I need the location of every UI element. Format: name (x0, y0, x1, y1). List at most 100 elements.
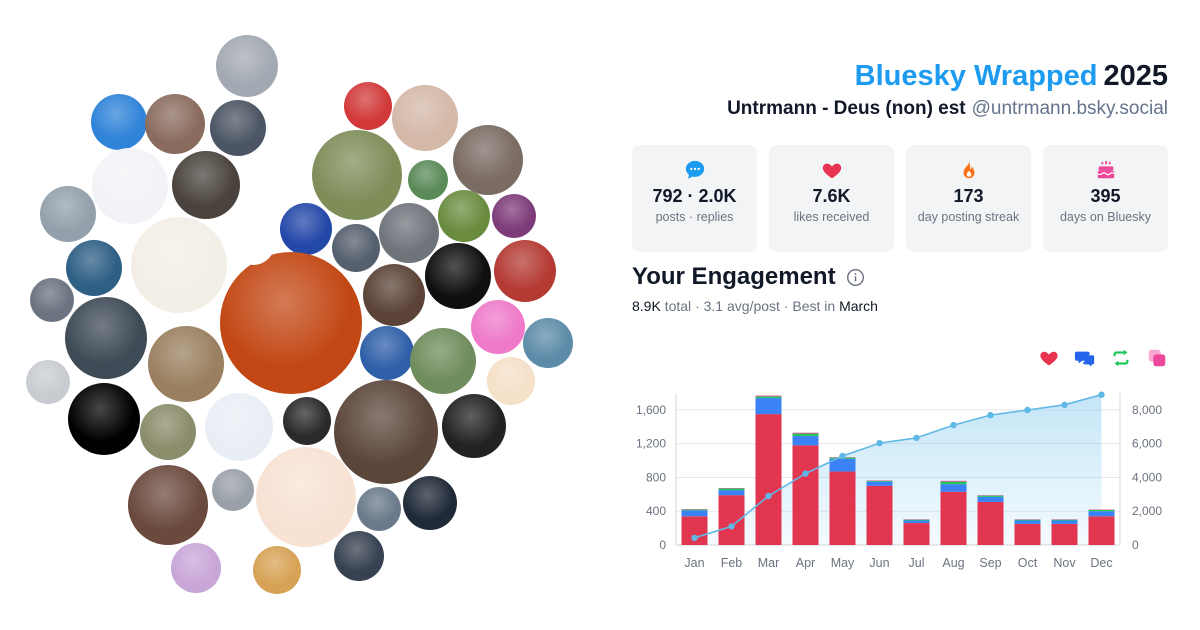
avatar[interactable] (360, 326, 414, 380)
avatar[interactable] (410, 328, 476, 394)
bar-segment[interactable] (718, 495, 745, 545)
avatar[interactable] (66, 240, 122, 296)
bar-segment[interactable] (940, 481, 967, 485)
avatar[interactable] (357, 487, 401, 531)
bar-segment[interactable] (792, 436, 819, 446)
bar-segment[interactable] (1088, 511, 1115, 517)
bar-segment[interactable] (903, 523, 930, 545)
bar-segment[interactable] (1051, 520, 1078, 524)
avatar[interactable] (92, 148, 168, 224)
bar-segment[interactable] (792, 445, 819, 545)
bar-segment[interactable] (755, 395, 782, 397)
avatar[interactable] (220, 252, 362, 394)
avatar[interactable] (231, 221, 275, 265)
avatar[interactable] (26, 360, 70, 404)
cumulative-point[interactable] (728, 523, 735, 530)
avatar[interactable] (253, 546, 301, 594)
cumulative-point[interactable] (765, 492, 772, 500)
bar-segment[interactable] (977, 495, 1004, 497)
avatar[interactable] (334, 531, 384, 581)
bar-segment[interactable] (1014, 520, 1041, 524)
cumulative-point[interactable] (1098, 391, 1105, 398)
heart-icon[interactable] (1038, 347, 1060, 369)
bar-segment[interactable] (829, 471, 856, 545)
avatar[interactable] (212, 469, 254, 511)
avatar[interactable] (148, 326, 224, 402)
bar-segment[interactable] (755, 396, 782, 399)
avatar[interactable] (334, 380, 438, 484)
bar-segment[interactable] (792, 432, 819, 434)
avatar[interactable] (140, 404, 196, 460)
cumulative-point[interactable] (1024, 406, 1031, 414)
avatar[interactable] (312, 130, 402, 220)
avatar[interactable] (227, 524, 255, 552)
avatar[interactable] (283, 397, 331, 445)
avatar[interactable] (442, 394, 506, 458)
avatar[interactable] (65, 297, 147, 379)
avatar[interactable] (280, 203, 332, 255)
avatar[interactable] (131, 217, 227, 313)
bar-segment[interactable] (977, 496, 1004, 502)
bar-segment[interactable] (681, 510, 708, 517)
avatar[interactable] (205, 393, 273, 461)
bar-segment[interactable] (755, 414, 782, 545)
bar-segment[interactable] (903, 519, 930, 521)
bar-segment[interactable] (1051, 519, 1078, 521)
bar-segment[interactable] (755, 398, 782, 415)
avatar[interactable] (40, 186, 96, 242)
cumulative-point[interactable] (802, 470, 809, 477)
bar-segment[interactable] (940, 491, 967, 545)
bar-segment[interactable] (940, 480, 967, 482)
avatar[interactable] (128, 465, 208, 545)
cumulative-point[interactable] (950, 421, 957, 429)
cumulative-point[interactable] (876, 439, 883, 447)
bar-segment[interactable] (1051, 523, 1078, 545)
avatar[interactable] (210, 100, 266, 156)
bar-segment[interactable] (718, 490, 745, 496)
avatar[interactable] (256, 447, 356, 547)
avatar[interactable] (216, 35, 278, 97)
bar-segment[interactable] (940, 484, 967, 492)
bar-segment[interactable] (718, 488, 745, 491)
bar-segment[interactable] (903, 520, 930, 524)
avatar[interactable] (363, 264, 425, 326)
avatar[interactable] (171, 543, 221, 593)
info-icon[interactable] (846, 268, 865, 287)
bar-segment[interactable] (1014, 523, 1041, 545)
bar-segment[interactable] (977, 501, 1004, 545)
avatar[interactable] (379, 203, 439, 263)
avatar[interactable] (344, 82, 392, 130)
avatar[interactable] (464, 475, 496, 507)
avatar[interactable] (425, 243, 491, 309)
avatar[interactable] (145, 94, 205, 154)
avatar[interactable] (392, 85, 458, 151)
bar-segment[interactable] (1088, 509, 1115, 512)
comment-icon[interactable] (1074, 347, 1096, 369)
cumulative-point[interactable] (691, 534, 698, 542)
avatar[interactable] (487, 357, 535, 405)
avatar[interactable] (492, 194, 536, 238)
avatar[interactable] (453, 125, 523, 195)
cumulative-point[interactable] (913, 434, 920, 442)
avatar[interactable] (438, 190, 490, 242)
avatar[interactable] (471, 300, 525, 354)
bar-segment[interactable] (866, 480, 893, 482)
bar-segment[interactable] (866, 485, 893, 545)
avatar[interactable] (403, 476, 457, 530)
bar-segment[interactable] (1088, 516, 1115, 545)
quote-icon[interactable] (1146, 347, 1168, 369)
bar-segment[interactable] (792, 433, 819, 437)
avatar[interactable] (68, 383, 140, 455)
avatar[interactable] (332, 224, 380, 272)
cumulative-point[interactable] (1061, 401, 1068, 409)
avatar[interactable] (257, 155, 301, 199)
avatar[interactable] (408, 160, 448, 200)
cumulative-point[interactable] (839, 452, 846, 460)
avatar[interactable] (523, 318, 573, 368)
avatar[interactable] (91, 94, 147, 150)
bar-segment[interactable] (866, 481, 893, 486)
repost-icon[interactable] (1110, 347, 1132, 369)
bar-segment[interactable] (681, 509, 708, 511)
avatar[interactable] (30, 278, 74, 322)
avatar[interactable] (494, 240, 556, 302)
